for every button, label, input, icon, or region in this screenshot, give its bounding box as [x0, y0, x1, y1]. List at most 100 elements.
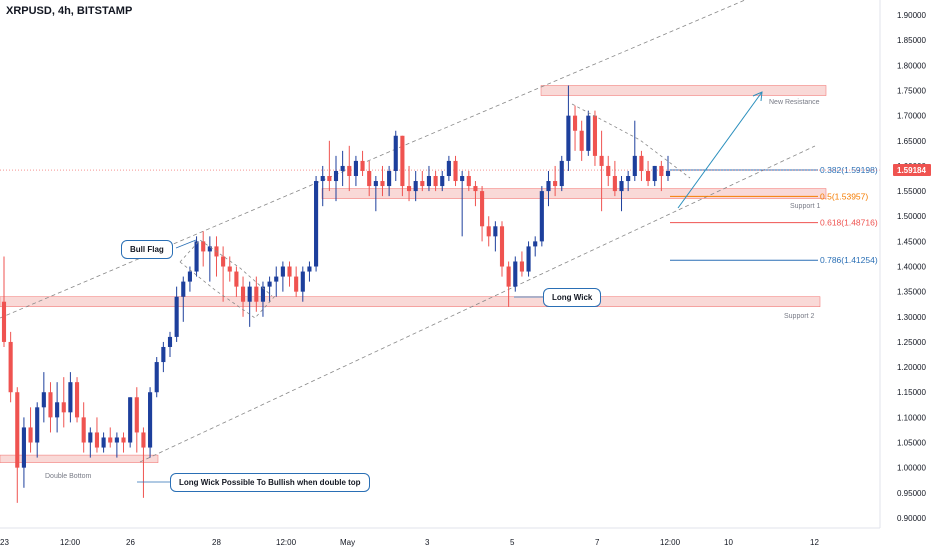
candle [247, 281, 252, 327]
candle-body [333, 170, 339, 182]
candle [373, 176, 378, 212]
candle [94, 417, 100, 453]
candle-body [108, 437, 113, 443]
candle [41, 372, 46, 423]
long-wick-callout: Long Wick [543, 288, 602, 307]
candle-body [646, 170, 651, 182]
last-price-badge-text: 1.59184 [897, 166, 926, 175]
candle-body [134, 397, 139, 433]
candle [619, 176, 624, 212]
candle-body [128, 397, 133, 443]
candle [167, 331, 173, 358]
candle [566, 85, 571, 171]
candle-body [380, 181, 385, 187]
candle [55, 382, 60, 433]
y-tick-label: 1.85000 [897, 36, 926, 45]
y-tick-label: 1.35000 [897, 288, 926, 297]
candle [121, 432, 126, 453]
candle-body [35, 407, 40, 443]
zone-2 [0, 296, 821, 307]
candle-body [154, 362, 159, 393]
candle [360, 150, 365, 176]
candle [632, 120, 637, 182]
candle [639, 150, 644, 182]
candle [440, 170, 445, 192]
candle-body [254, 286, 259, 302]
y-tick-label: 1.10000 [897, 413, 926, 422]
overlay-layer [137, 91, 763, 483]
x-tick-label: 12:00 [276, 538, 297, 547]
candle [626, 170, 631, 192]
candle-body [207, 246, 212, 252]
y-tick-label: 1.25000 [897, 338, 926, 347]
fib-label-2: 0.618(1.48716) [820, 218, 878, 228]
candle-body [353, 160, 358, 176]
candle [154, 357, 159, 398]
candle-body [360, 160, 365, 171]
candle [453, 155, 458, 187]
candle-body [480, 191, 485, 227]
candle-body [161, 346, 166, 363]
candle-body [387, 170, 392, 187]
candle-body [314, 181, 319, 267]
candle-body [267, 281, 272, 287]
y-tick-label: 1.45000 [897, 237, 926, 246]
y-tick-label: 1.30000 [897, 313, 926, 322]
candle [320, 165, 325, 207]
candle-body [446, 160, 451, 176]
candle-body [367, 170, 372, 187]
candle [533, 236, 538, 257]
zones-layer: New Resistance Support 1 Support 2 Double B… [0, 85, 827, 480]
candle-body [48, 392, 53, 418]
zone-label-0: New Resistance [769, 99, 820, 106]
candle [327, 140, 332, 192]
candle [340, 150, 345, 187]
candle [652, 165, 657, 187]
candle-body [307, 266, 312, 272]
candle [599, 130, 604, 212]
candle-body [340, 165, 345, 171]
candle-body [167, 336, 173, 347]
candle [473, 181, 478, 207]
candle-body [41, 392, 46, 408]
candle [181, 276, 186, 322]
candle-body [665, 170, 671, 176]
candle-body [632, 155, 637, 176]
candle-body [187, 271, 192, 282]
candle [274, 266, 279, 297]
y-tick-label: 1.50000 [897, 212, 926, 221]
candle [300, 266, 305, 302]
candle [161, 341, 166, 373]
candle-body [287, 266, 292, 277]
candle-body [553, 181, 558, 187]
candle-body [294, 276, 299, 292]
zone-1 [321, 188, 827, 199]
candle [400, 135, 405, 197]
candle [68, 372, 73, 423]
candle [367, 160, 372, 197]
candle [333, 155, 339, 202]
candle [48, 382, 53, 433]
candle [221, 246, 226, 302]
y-tick-label: 1.80000 [897, 61, 926, 70]
candle [353, 155, 358, 187]
candle [513, 256, 518, 292]
candle-body [234, 271, 239, 287]
candle-body [320, 176, 325, 182]
x-tick-label: 26 [126, 538, 135, 547]
x-tick-label: 28 [212, 538, 221, 547]
candle-body [393, 135, 398, 171]
chart-title: XRPUSD, 4h, BITSTAMP [6, 5, 133, 17]
candle-body [659, 165, 664, 176]
candle-body [74, 382, 80, 418]
candle-body [227, 266, 232, 272]
candle [88, 427, 93, 458]
candle-body [347, 165, 352, 176]
candle [659, 160, 664, 192]
candle-body [546, 181, 551, 192]
candle-body [513, 261, 518, 287]
candle [81, 402, 86, 453]
candle-body [274, 276, 279, 282]
candle-body [433, 176, 438, 187]
